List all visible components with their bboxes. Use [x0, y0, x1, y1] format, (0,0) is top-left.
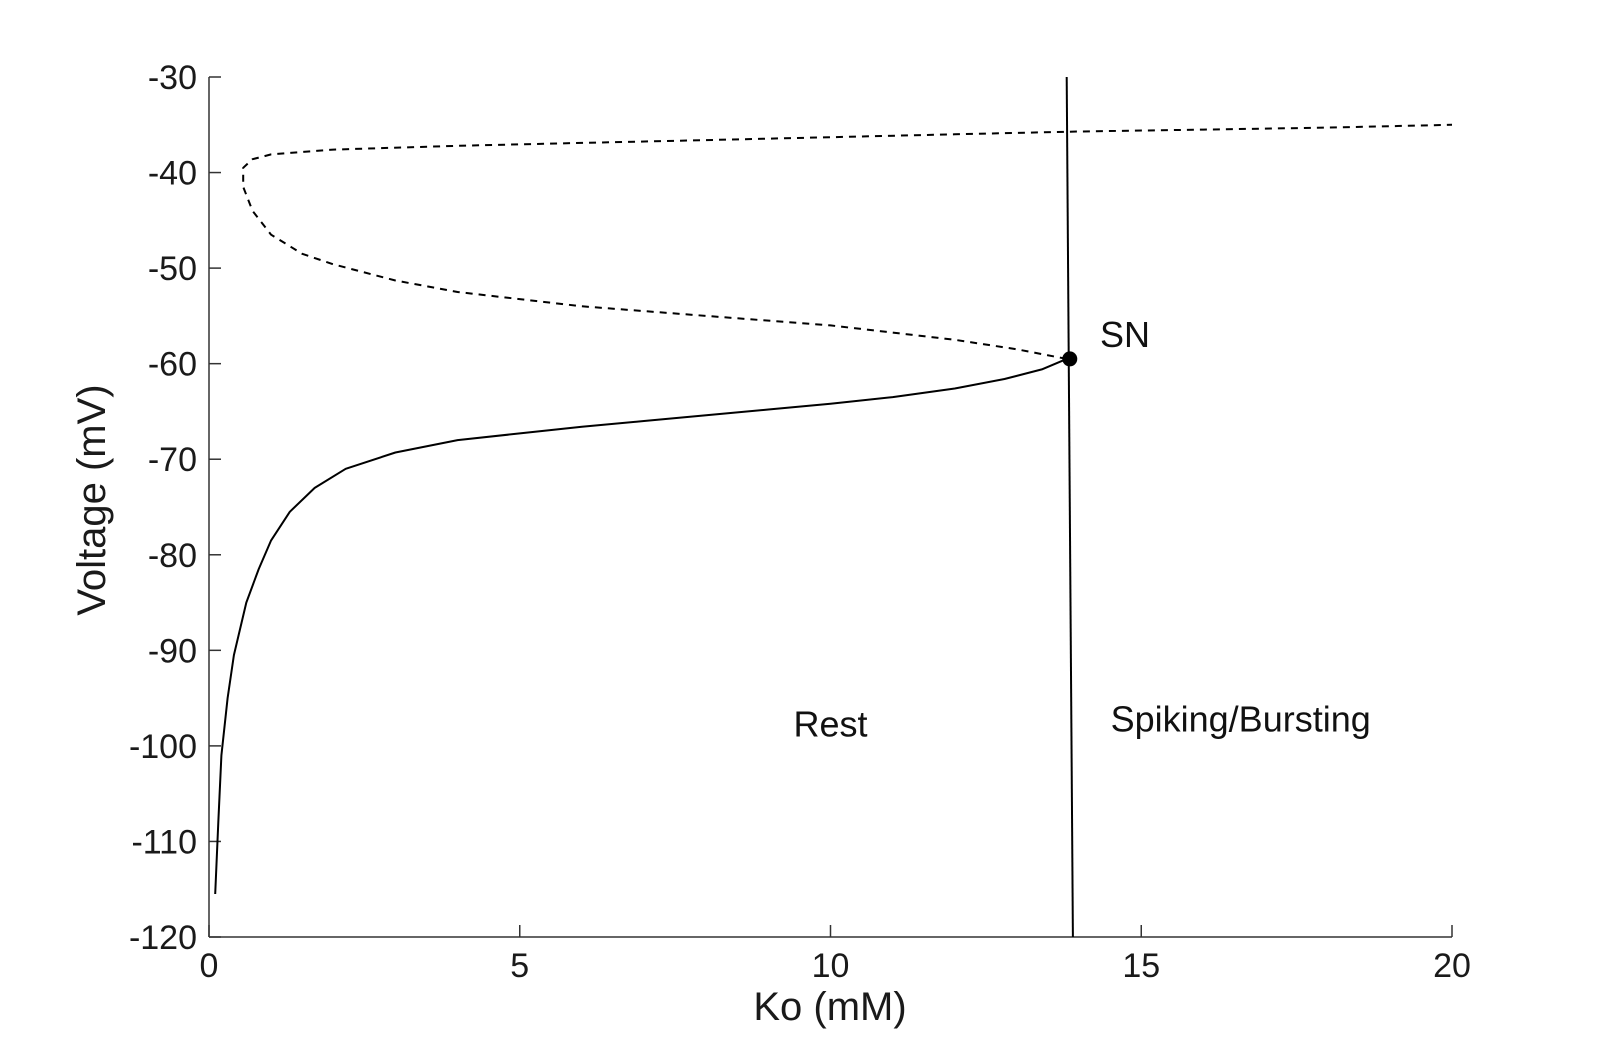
y-tick-label: -110 — [131, 823, 197, 861]
y-tick-label: -80 — [148, 537, 197, 575]
x-tick-label: 10 — [812, 947, 850, 985]
plot-area: Rest Spiking/Bursting — [214, 76, 1453, 938]
rest-region-label: Rest — [793, 703, 867, 744]
stable-branch-line — [214, 357, 1068, 895]
y-tick-label: -70 — [148, 441, 197, 479]
sn-boundary-line — [1065, 76, 1074, 938]
unstable-branch-line — [242, 123, 1453, 360]
sn-label: SN — [1100, 314, 1150, 355]
y-tick-label: -60 — [148, 346, 197, 384]
y-tick-label: -50 — [148, 250, 197, 288]
sn-point — [1062, 351, 1078, 367]
y-tick-label: -100 — [129, 728, 197, 766]
y-tick-label: -40 — [148, 155, 197, 193]
x-tick-label: 5 — [510, 947, 529, 985]
x-tick-label: 15 — [1122, 947, 1160, 985]
spiking-region-label: Spiking/Bursting — [1111, 699, 1371, 740]
y-tick-label: -30 — [148, 59, 197, 97]
x-axis-label: Ko (mM) — [753, 985, 906, 1029]
y-tick-label: -90 — [148, 632, 197, 670]
y-tick-label: -120 — [129, 919, 197, 957]
y-axis-label: Voltage (mV) — [70, 384, 114, 615]
x-tick-label: 20 — [1433, 947, 1471, 985]
x-tick-label: 0 — [200, 947, 219, 985]
